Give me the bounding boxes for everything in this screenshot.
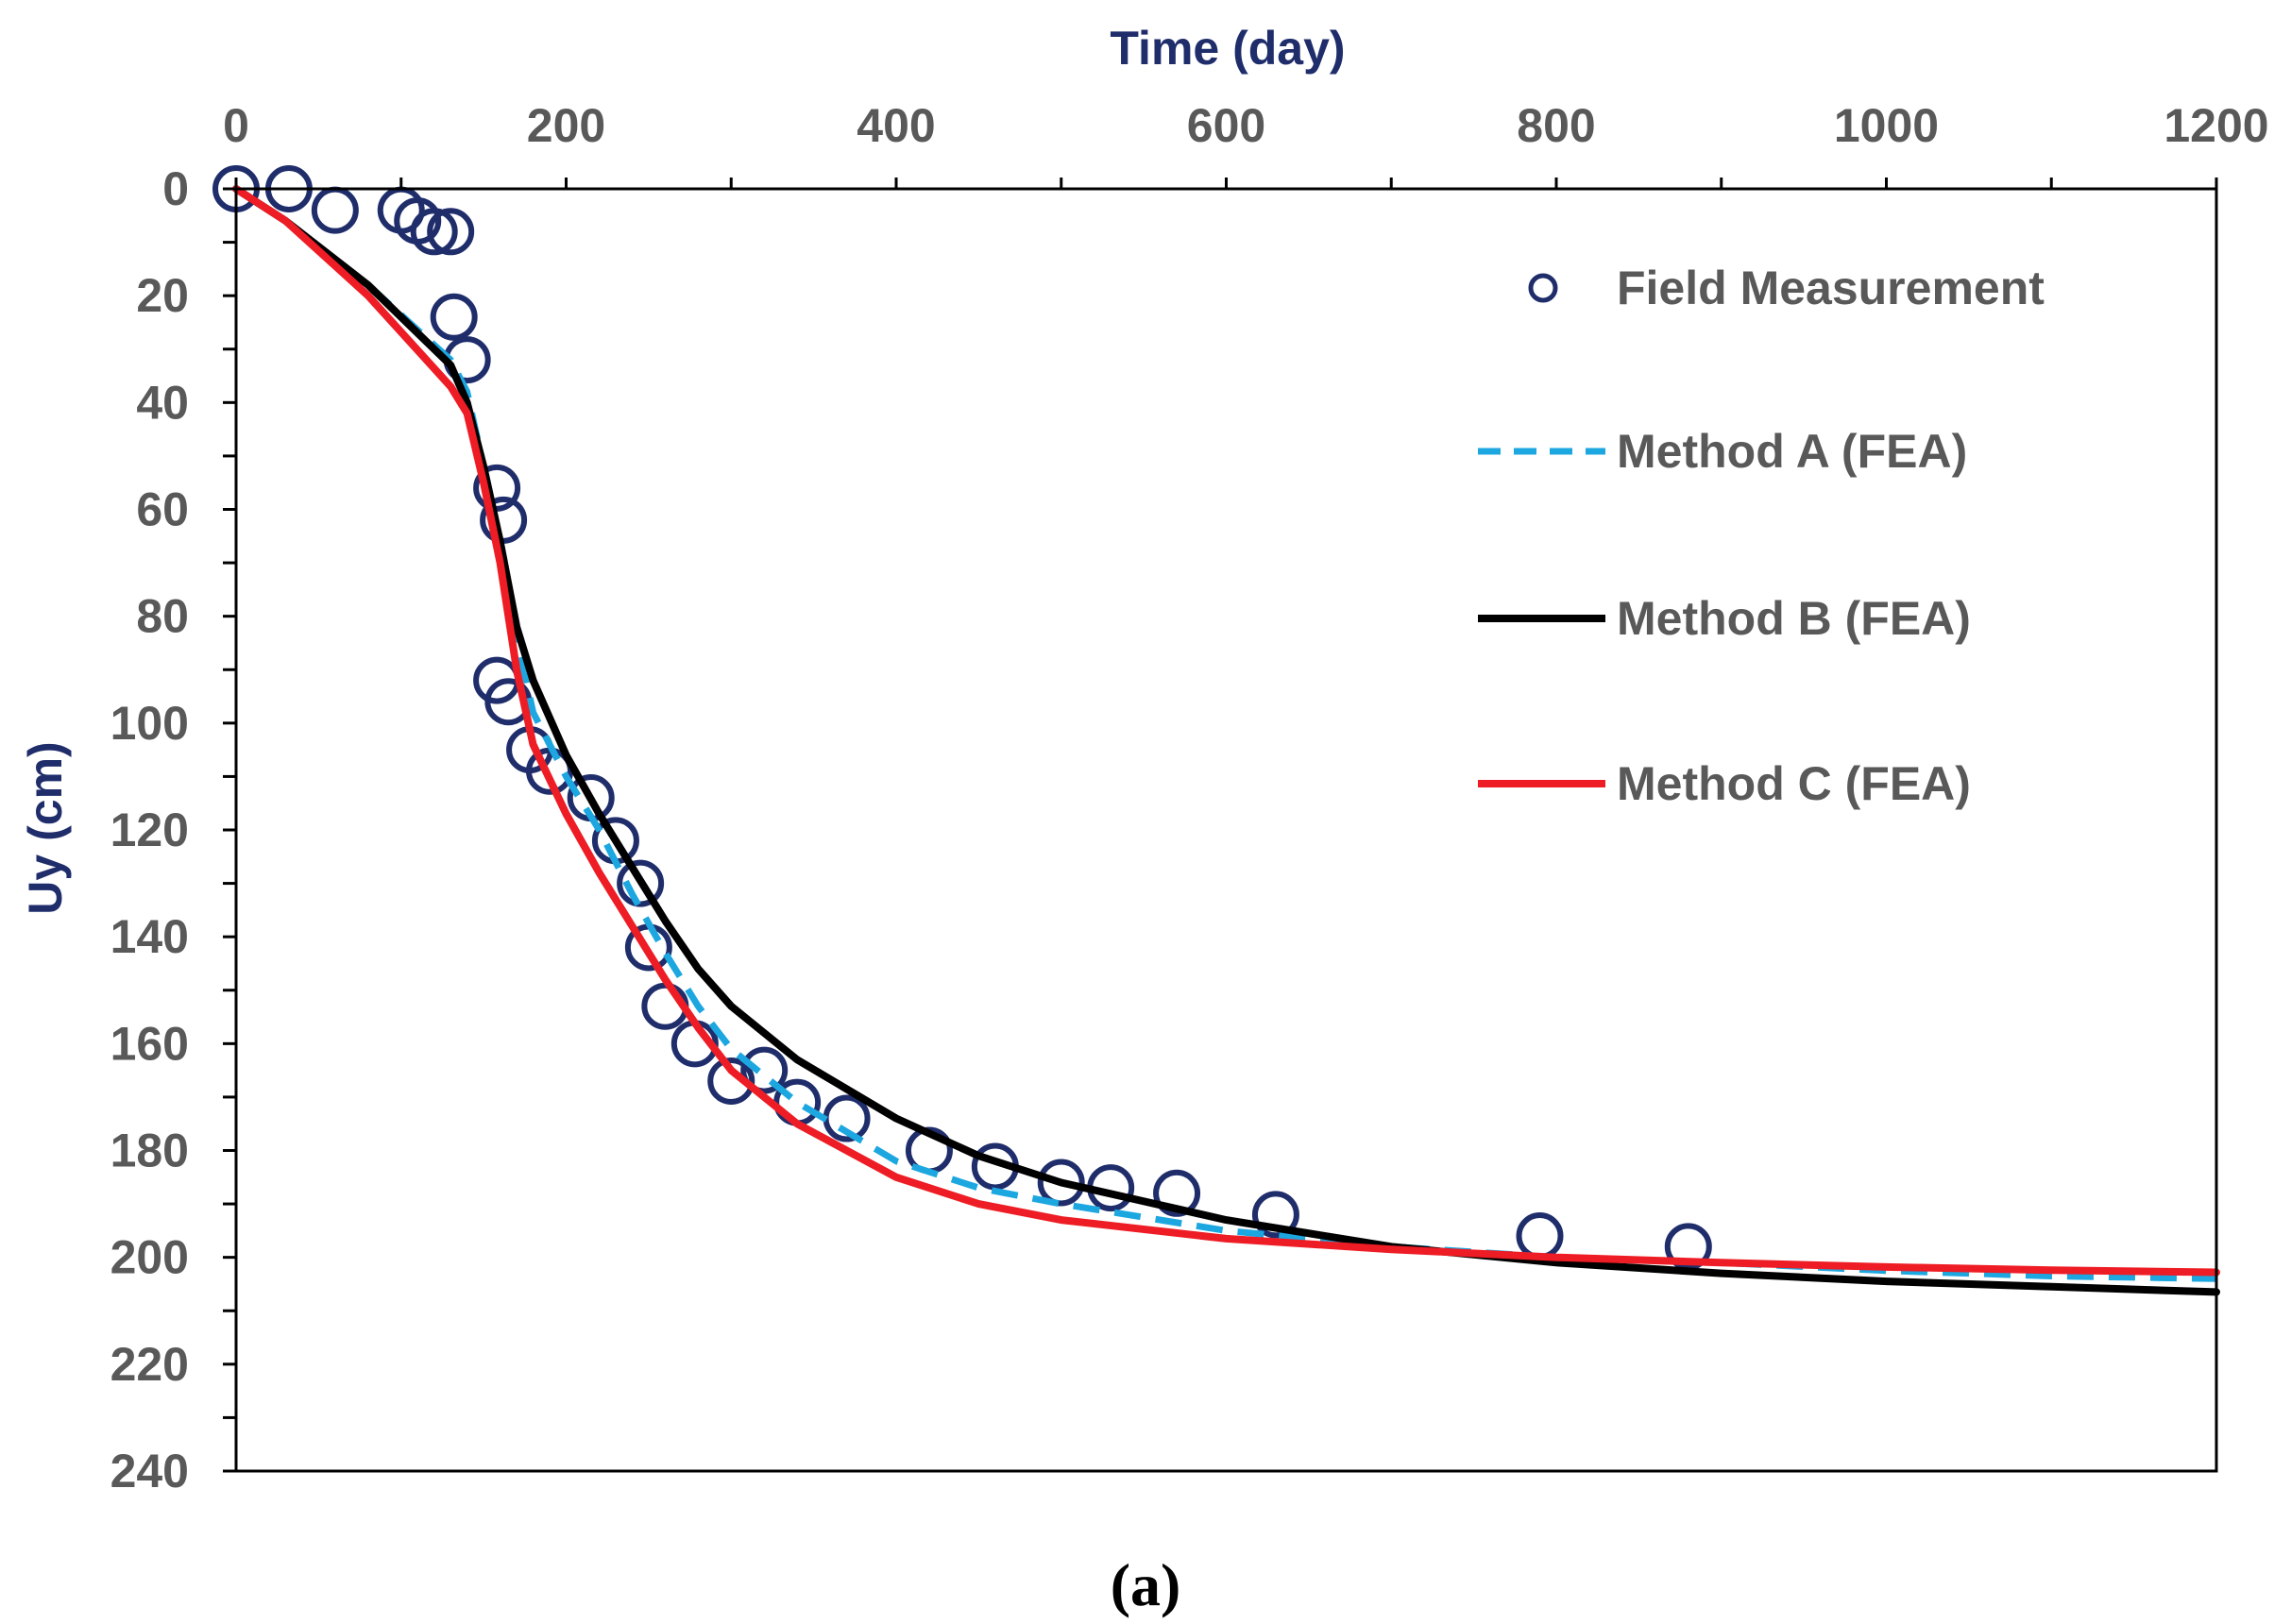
- legend-item-method-b-fea: Method B (FEA): [1478, 592, 1971, 645]
- y-tick-label: 140: [110, 910, 189, 963]
- legend-marker: [1528, 273, 1558, 303]
- field-measurement-point: [427, 208, 475, 256]
- figure-caption: (a): [1111, 1551, 1181, 1618]
- y-tick-label: 180: [110, 1125, 189, 1177]
- field-measurement-point: [1037, 1159, 1085, 1207]
- legend-label: Field Measurement: [1617, 262, 2045, 314]
- x-tick-label: 800: [1517, 99, 1595, 152]
- legend-item-method-c-fea: Method C (FEA): [1478, 757, 1971, 810]
- y-tick-label: 220: [110, 1338, 189, 1391]
- y-tick-label: 0: [162, 162, 189, 215]
- y-tick-label: 240: [110, 1445, 189, 1497]
- field-measurement-series: [212, 165, 1712, 1271]
- field-measurement-point: [430, 293, 478, 341]
- field-measurement-point: [617, 859, 665, 907]
- x-tick-label: 1200: [2164, 99, 2268, 152]
- field-measurement-point: [707, 1057, 755, 1105]
- y-tick-label: 160: [110, 1017, 189, 1070]
- y-axis-title: Uy (cm): [19, 741, 72, 914]
- y-tick-label: 60: [136, 483, 189, 536]
- legend-label: Method B (FEA): [1617, 592, 1971, 645]
- legend-item-method-a-fea: Method A (FEA): [1478, 425, 1967, 478]
- field-measurement-point: [1153, 1169, 1201, 1217]
- legend-item-field-measurement: Field Measurement: [1528, 262, 2045, 314]
- x-tick-label: 1000: [1834, 99, 1939, 152]
- legend-label: Method A (FEA): [1617, 425, 1967, 478]
- x-tick-label: 0: [223, 99, 249, 152]
- field-measurement-point: [1516, 1212, 1564, 1260]
- field-measurement-point: [410, 208, 458, 256]
- legend: Field Measurement Method A (FEA) Method B …: [1478, 262, 2045, 810]
- x-tick-label: 200: [527, 99, 605, 152]
- field-measurement-point: [1251, 1191, 1299, 1239]
- y-tick-label: 80: [136, 590, 189, 643]
- x-tick-label: 600: [1187, 99, 1265, 152]
- field-measurement-point: [311, 186, 359, 234]
- x-axis-title: Time (day): [1110, 22, 1345, 75]
- y-tick-label: 200: [110, 1231, 189, 1284]
- field-measurement-point: [473, 464, 521, 512]
- y-tick-label: 20: [136, 269, 189, 322]
- field-measurement-point: [740, 1046, 789, 1094]
- x-tick-label: 400: [857, 99, 935, 152]
- y-tick-label: 40: [136, 376, 189, 429]
- legend-label: Method C (FEA): [1617, 757, 1971, 810]
- plot-area: [212, 165, 2220, 1296]
- method-c-fea-line: [232, 185, 2220, 1277]
- y-tick-label: 120: [110, 804, 189, 856]
- axes: 0 200 400 600 800 1000 1200 0 20 40 60 80 100 120 140 1…: [110, 99, 2269, 1497]
- y-tick-label: 100: [110, 697, 189, 750]
